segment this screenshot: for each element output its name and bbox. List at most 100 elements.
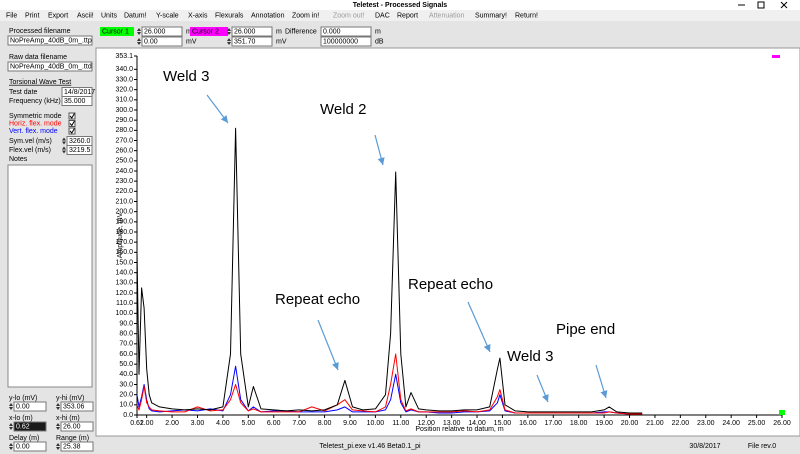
- spin-arrows[interactable]: [137, 38, 141, 45]
- difference-y-box[interactable]: [320, 36, 372, 47]
- maximize-button[interactable]: [757, 1, 765, 9]
- spin-arrows[interactable]: [56, 403, 60, 410]
- mode-checkbox[interactable]: [68, 112, 76, 120]
- spin-arrows[interactable]: [227, 28, 231, 35]
- annotation: Pipe end: [556, 321, 615, 338]
- x-tick-label: 23.00: [697, 420, 715, 427]
- signal-line: [136, 127, 643, 414]
- limit-label: x-hi (m): [56, 415, 80, 422]
- y-tick-label: 20.0: [119, 392, 133, 399]
- spin-arrows[interactable]: [62, 146, 66, 154]
- cursor-x-box[interactable]: [141, 26, 183, 37]
- limit-value-box[interactable]: [60, 421, 94, 432]
- x-tick-label: 22.00: [672, 420, 690, 427]
- limit-value-box[interactable]: [60, 441, 94, 452]
- field-label: Flex.vel (m/s): [9, 147, 51, 154]
- y-tick-label: 210.0: [115, 198, 133, 205]
- limit-value-box[interactable]: [13, 441, 47, 452]
- annotation-arrow: [595, 364, 608, 399]
- y-tick-label: 300.0: [115, 107, 133, 114]
- menu-item[interactable]: Summary!: [475, 12, 507, 19]
- y-tick-label: 220.0: [115, 188, 133, 195]
- spin-arrows[interactable]: [62, 137, 66, 145]
- cursor-x: 26.000: [144, 29, 166, 36]
- menu-item[interactable]: X-axis: [188, 12, 208, 19]
- x-tick-label: 2.00: [165, 420, 179, 427]
- menu-item[interactable]: Zoom in!: [292, 12, 319, 19]
- cursor-y-box[interactable]: [141, 36, 183, 47]
- cursor-swatch[interactable]: [190, 27, 228, 36]
- limit-value-box[interactable]: [13, 421, 47, 432]
- status-program: Teletest_pi.exe v1.46 Beta0.1_pi: [319, 443, 421, 450]
- spin-arrows[interactable]: [137, 28, 141, 35]
- unit-label: mV: [276, 38, 287, 45]
- mode-checkbox[interactable]: [68, 127, 76, 135]
- x-tick-label: 7.00: [292, 420, 306, 427]
- menu-item[interactable]: DAC: [375, 12, 390, 19]
- x-tick-label: 21.00: [646, 420, 664, 427]
- flex-vel-box[interactable]: [66, 145, 93, 155]
- difference-x-box[interactable]: [320, 26, 372, 37]
- raw-filename: NoPreAmp_40dB_0m_.ttd: [10, 64, 92, 71]
- limit-label: Range (m): [56, 435, 89, 442]
- x-tick-label: 6.00: [267, 420, 281, 427]
- spin-arrows[interactable]: [227, 38, 231, 45]
- menu-item[interactable]: File: [6, 12, 17, 19]
- cursor-y-box[interactable]: [231, 36, 273, 47]
- frequency-box[interactable]: [61, 96, 93, 106]
- x-tick-label: 1.00: [140, 420, 154, 427]
- cursor-y: 0.00: [144, 39, 158, 46]
- menu-item[interactable]: Export: [48, 12, 68, 19]
- field-label: Processed filename: [9, 28, 71, 35]
- mode-label: Symmetric mode: [9, 113, 62, 120]
- spin-arrows[interactable]: [9, 423, 13, 430]
- menu-item[interactable]: Print: [25, 12, 39, 19]
- menu-item[interactable]: Return!: [515, 12, 538, 19]
- y-tick-label: 290.0: [115, 117, 133, 124]
- close-button[interactable]: [780, 1, 788, 9]
- raw-filename-box[interactable]: [7, 61, 93, 72]
- spin-arrows[interactable]: [9, 403, 13, 410]
- x-tick-label: 4.00: [216, 420, 230, 427]
- y-tick-label: 160.0: [115, 249, 133, 256]
- spin-arrows[interactable]: [56, 423, 60, 430]
- spin-arrows[interactable]: [9, 443, 13, 450]
- menu-item[interactable]: Ascii!: [77, 12, 94, 19]
- title-bar: [0, 0, 800, 10]
- menu-item[interactable]: Annotation: [251, 12, 285, 19]
- test-type: Torsional Wave Test: [9, 79, 71, 86]
- limit-label: Delay (m): [9, 435, 39, 442]
- y-tick-label: 50.0: [119, 361, 133, 368]
- cursor2-marker: [772, 55, 780, 58]
- cursor-swatch[interactable]: [100, 27, 134, 36]
- x-tick-label: 19.00: [595, 420, 613, 427]
- y-tick-label: 250.0: [115, 158, 133, 165]
- y-tick-label: 60.0: [119, 351, 133, 358]
- menu-item[interactable]: Report: [397, 12, 418, 19]
- y-tick-label: 80.0: [119, 331, 133, 338]
- y-tick-label: 30.0: [119, 381, 133, 388]
- annotation-arrow: [374, 134, 385, 166]
- annotation-arrow: [206, 94, 229, 124]
- x-tick-label: 10.00: [367, 420, 385, 427]
- processed-filename-box[interactable]: [7, 35, 93, 46]
- menu-item[interactable]: Zoom out!: [333, 12, 365, 19]
- y-tick-label: 10.0: [119, 402, 133, 409]
- limit-value-box[interactable]: [13, 401, 47, 412]
- menu-item[interactable]: Attenuation: [429, 12, 465, 19]
- x-tick-label: 15.00: [494, 420, 512, 427]
- cursor-x-box[interactable]: [231, 26, 273, 37]
- limit-value-box[interactable]: [60, 401, 94, 412]
- notes-box[interactable]: [7, 164, 93, 388]
- mode-checkbox[interactable]: [68, 120, 76, 127]
- menu-item[interactable]: Datum!: [124, 12, 147, 19]
- cursor-label: Cursor 2: [192, 28, 219, 35]
- spin-arrows[interactable]: [56, 443, 60, 450]
- y-tick-label: 110.0: [116, 300, 133, 307]
- processed-filename: NoPreAmp_40dB_0m_.ttp: [10, 38, 92, 45]
- menu-item[interactable]: Flexurals: [215, 12, 244, 19]
- menu-item[interactable]: Units: [101, 12, 117, 19]
- menu-item[interactable]: Y-scale: [156, 12, 179, 19]
- x-tick-label: 20.00: [621, 420, 639, 427]
- x-tick-label: 17.00: [545, 420, 563, 427]
